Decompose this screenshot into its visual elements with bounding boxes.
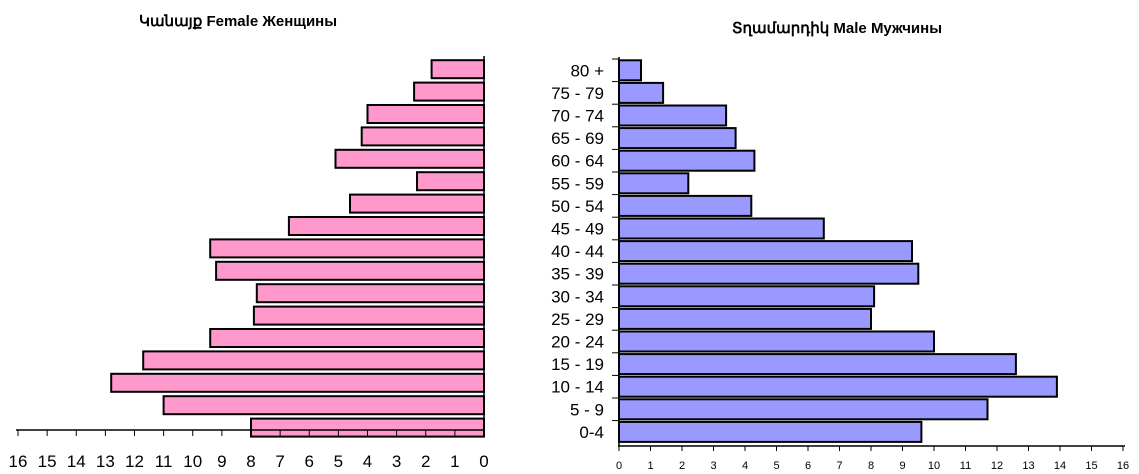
age-label-2: 75 - 79 (551, 84, 604, 103)
age-label-14: 15 - 19 (551, 355, 604, 374)
female-tick-label-15: 15 (38, 452, 57, 471)
male-tick-label-8: 8 (868, 460, 874, 472)
male-chart-title: Տղամարդիկ Male Мужчины (732, 20, 942, 37)
age-label-11: 30 - 34 (551, 287, 604, 306)
female-bar-12 (252, 305, 485, 326)
male-bar-13 (618, 330, 935, 353)
female-bar-2 (413, 81, 486, 102)
male-bar-11 (618, 285, 876, 308)
age-label-15: 10 - 14 (551, 378, 604, 397)
male-tick-label-12: 12 (991, 460, 1003, 472)
female-bar-8 (287, 216, 485, 236)
female-bar-14 (142, 350, 485, 371)
female-tick-label-0: 0 (479, 452, 488, 471)
male-tick-label-16: 16 (1117, 460, 1129, 472)
female-tick-label-8: 8 (246, 452, 255, 471)
male-bar-17 (618, 420, 923, 443)
female-bar-1 (430, 59, 486, 80)
male-bar-2 (618, 81, 665, 104)
female-tick-label-16: 16 (9, 452, 28, 471)
male-tick-label-11: 11 (960, 460, 971, 472)
female-bars (110, 59, 486, 438)
male-tick-label-3: 3 (710, 460, 716, 472)
age-label-17: 0-4 (579, 423, 604, 442)
female-tick-label-3: 3 (392, 452, 401, 471)
male-tick-label-10: 10 (928, 460, 940, 472)
female-bar-4 (360, 126, 486, 147)
female-bar-15 (110, 372, 485, 393)
female-tick-label-14: 14 (67, 452, 86, 471)
age-label-5: 60 - 64 (551, 152, 604, 171)
female-tick-label-7: 7 (275, 452, 284, 471)
age-label-7: 50 - 54 (551, 197, 604, 216)
female-bar-6 (416, 171, 485, 192)
female-bar-10 (215, 260, 485, 281)
male-bars (618, 59, 1058, 443)
female-tick-label-10: 10 (183, 452, 202, 471)
male-bar-7 (618, 194, 753, 217)
age-label-12: 25 - 29 (551, 310, 604, 329)
male-bar-4 (618, 127, 737, 150)
male-bar-5 (618, 149, 756, 172)
male-x-axis: 0 1 2 3 4 5 6 7 8 9 10 11 12 13 14 15 16 (616, 57, 1129, 472)
age-label-8: 45 - 49 (551, 220, 604, 239)
male-bar-10 (618, 262, 920, 285)
female-tick-label-9: 9 (217, 452, 226, 471)
male-tick-label-0: 0 (616, 460, 622, 472)
male-bar-8 (618, 217, 825, 240)
age-group-labels: 80 + 75 - 79 70 - 74 65 - 69 60 - 64 55 - 59 5… (551, 58, 619, 442)
female-bar-3 (366, 104, 485, 124)
age-label-10: 35 - 39 (551, 265, 604, 284)
female-bar-9 (209, 238, 485, 259)
age-label-16: 5 - 9 (570, 400, 604, 419)
male-bar-12 (618, 307, 872, 330)
female-bar-16 (162, 395, 485, 416)
age-label-1: 80 + (570, 61, 604, 80)
male-bar-6 (618, 172, 690, 195)
female-bar-5 (334, 148, 485, 169)
female-tick-label-6: 6 (305, 452, 314, 471)
female-tick-label-11: 11 (155, 452, 173, 471)
female-bar-13 (209, 328, 485, 348)
male-tick-label-14: 14 (1054, 460, 1066, 472)
male-bar-14 (618, 353, 1017, 376)
male-tick-label-2: 2 (679, 460, 685, 472)
female-tick-label-13: 13 (96, 452, 115, 471)
age-label-9: 40 - 44 (551, 242, 604, 261)
female-tick-label-5: 5 (334, 452, 343, 471)
female-tick-label-1: 1 (450, 452, 459, 471)
male-tick-label-4: 4 (742, 460, 748, 472)
age-label-13: 20 - 24 (551, 333, 604, 352)
male-tick-label-9: 9 (899, 460, 905, 472)
female-bar-11 (255, 283, 485, 304)
male-tick-label-6: 6 (805, 460, 811, 472)
female-x-axis: 16 15 14 13 12 11 10 9 8 7 6 5 4 3 2 1 0 (9, 56, 489, 471)
female-tick-label-2: 2 (421, 452, 430, 471)
age-label-3: 70 - 74 (551, 107, 604, 126)
male-bar-15 (618, 375, 1058, 398)
male-bar-16 (618, 398, 989, 421)
age-label-4: 65 - 69 (551, 129, 604, 148)
male-bar-1 (618, 59, 642, 82)
age-label-6: 55 - 59 (551, 174, 604, 193)
male-bar-9 (618, 240, 913, 263)
male-tick-label-13: 13 (1022, 460, 1034, 472)
female-tick-label-4: 4 (363, 452, 372, 471)
female-chart-title: Կանայք Female Женщины (139, 13, 337, 30)
male-tick-label-15: 15 (1085, 460, 1097, 472)
male-bar-3 (618, 104, 728, 127)
female-bar-7 (349, 193, 485, 214)
male-tick-label-5: 5 (773, 460, 779, 472)
female-tick-label-12: 12 (125, 452, 144, 471)
male-tick-label-1: 1 (647, 460, 653, 472)
male-tick-label-7: 7 (836, 460, 842, 472)
